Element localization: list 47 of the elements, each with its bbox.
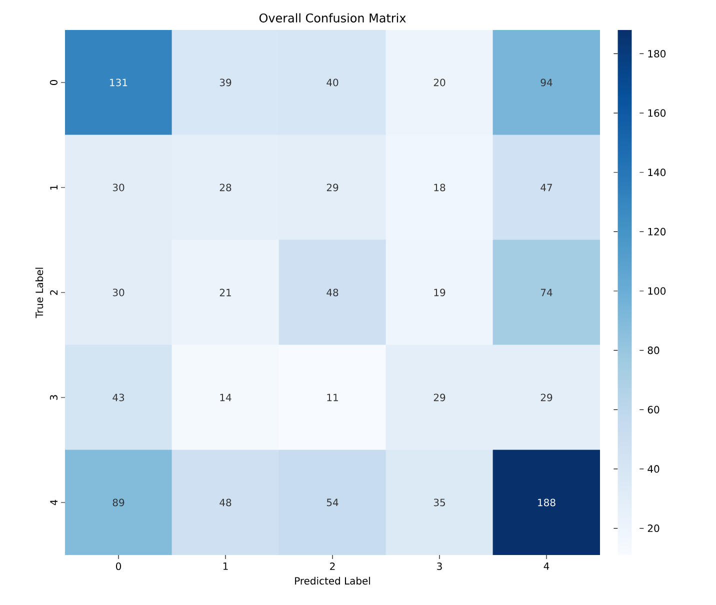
data-label: 30 xyxy=(112,184,124,192)
data-label: 48 xyxy=(220,498,232,506)
x-tick-label: 1 xyxy=(223,562,228,570)
data-label: 29 xyxy=(434,394,446,402)
x-axis-title: Predicted Label xyxy=(295,576,370,585)
color-bar-label: 140 xyxy=(648,168,666,176)
color-bar-label: 60 xyxy=(648,406,660,414)
data-label: 131 xyxy=(110,78,128,86)
data-label: 30 xyxy=(112,288,124,296)
y-tick-label: 1 xyxy=(50,185,58,190)
data-label: 188 xyxy=(538,498,556,506)
x-tick-label: 0 xyxy=(116,562,122,570)
data-label: 14 xyxy=(220,394,232,402)
color-bar-label: 100 xyxy=(648,287,666,295)
data-label: 48 xyxy=(326,288,338,296)
data-label: 18 xyxy=(434,184,446,192)
data-label: 89 xyxy=(112,498,124,506)
color-bar-label: 20 xyxy=(648,524,660,532)
data-label: 43 xyxy=(112,394,124,402)
y-tick-label: 3 xyxy=(50,395,58,400)
data-label: 35 xyxy=(434,498,445,506)
data-label: 29 xyxy=(540,394,552,402)
data-label: 20 xyxy=(434,78,446,86)
x-tick-label: 4 xyxy=(544,562,550,570)
data-label: 54 xyxy=(326,498,338,506)
color-bar-label: 180 xyxy=(648,50,666,58)
data-label: 94 xyxy=(540,78,552,86)
x-tick-label: 2 xyxy=(330,562,335,570)
data-label: 29 xyxy=(326,184,338,192)
data-label: 39 xyxy=(220,78,232,86)
y-axis-title: True Label xyxy=(35,268,44,318)
x-tick-label: 3 xyxy=(437,562,442,570)
chart-title: Overall Confusion Matrix xyxy=(259,13,406,22)
data-label: 40 xyxy=(326,78,338,86)
data-label: 19 xyxy=(434,288,446,296)
color-bar-label: 120 xyxy=(648,228,666,236)
data-label: 21 xyxy=(220,288,231,296)
data-label: 74 xyxy=(540,288,552,296)
color-bar-label: 40 xyxy=(648,465,660,473)
data-label: 28 xyxy=(220,184,232,192)
color-bar-label: 160 xyxy=(648,109,666,117)
y-tick-label: 4 xyxy=(50,500,58,506)
y-tick-label: 2 xyxy=(50,290,58,295)
color-bar-label: 80 xyxy=(648,346,660,354)
data-label: 47 xyxy=(540,184,552,192)
y-tick-label: 0 xyxy=(50,80,58,86)
data-label: 11 xyxy=(327,394,338,402)
